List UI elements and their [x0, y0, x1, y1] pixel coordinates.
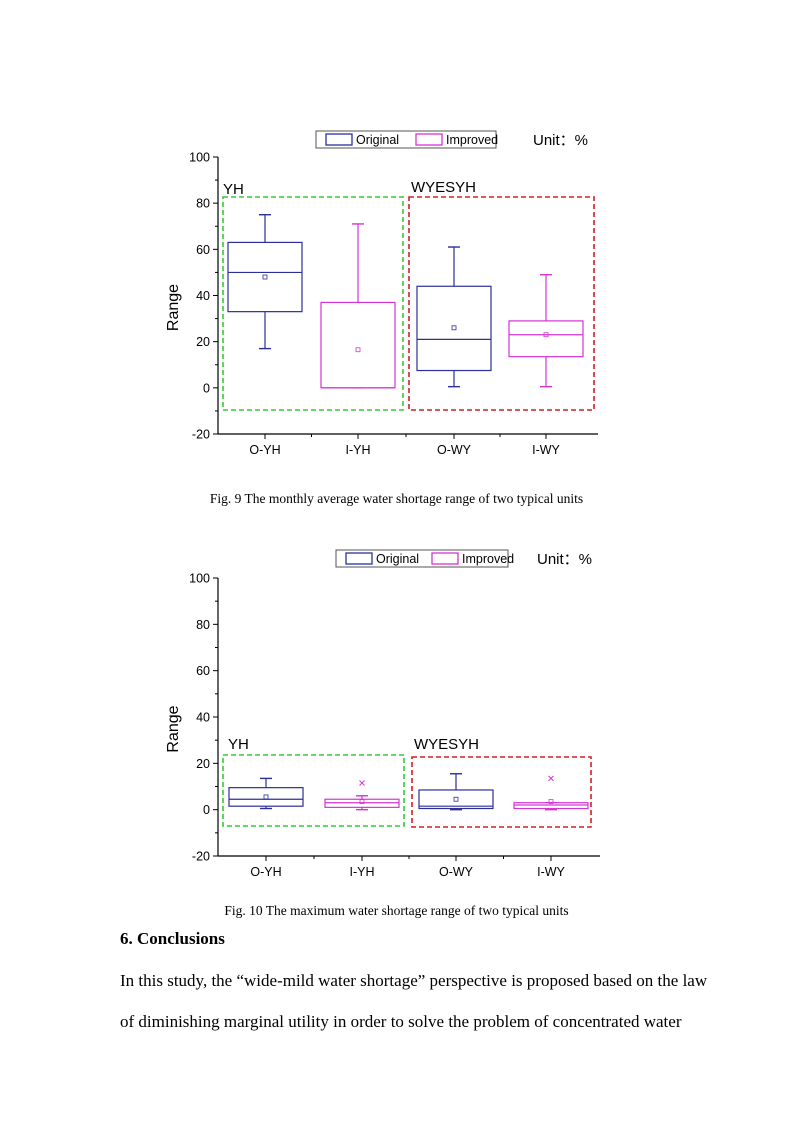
fig9-mean-marker [355, 347, 361, 353]
fig10-y-tick-label: 40 [196, 711, 210, 725]
fig9-y-tick-label: -20 [192, 428, 210, 442]
fig9-box-I-WY [508, 320, 584, 358]
fig9-y-tick-label: 0 [203, 381, 210, 395]
fig9-group-box-1 [408, 196, 595, 411]
fig10-group-box-1 [411, 756, 592, 828]
figure-10-caption: Fig. 10 The maximum water shortage range… [224, 903, 569, 918]
fig9-x-tick-label: I-YH [346, 443, 371, 457]
fig9-legend-label: Improved [446, 133, 498, 147]
fig9-legend-swatch [325, 133, 353, 146]
fig10-outlier-marker [359, 780, 365, 786]
fig9-x-tick-label: O-YH [249, 443, 280, 457]
fig9-legend-frame [315, 130, 497, 149]
fig9-y-axis-label: Range [165, 284, 182, 331]
fig9-box-I-YH [320, 301, 396, 389]
fig9-box-O-WY [416, 285, 492, 372]
fig9-mean-marker [262, 274, 268, 280]
fig9-legend-label: Original [356, 133, 399, 147]
paragraph-line-2: of diminishing marginal utility in order… [120, 1012, 682, 1031]
fig9-group-label-1: WYESYH [411, 179, 476, 196]
figure-9-caption: Fig. 9 The monthly average water shortag… [209, 491, 584, 506]
fig10-box-O-WY [418, 789, 494, 810]
fig10-group-label-1: WYESYH [414, 736, 479, 753]
fig10-group-label-0: YH [228, 736, 249, 753]
fig10-legend-label: Improved [462, 552, 514, 566]
fig9-x-tick-label: O-WY [437, 443, 472, 457]
fig9-x-tick-label: I-WY [532, 443, 560, 457]
fig10-y-tick-label: 80 [196, 618, 210, 632]
fig10-mean-marker [263, 794, 269, 800]
fig9-box-O-YH [227, 241, 303, 313]
fig10-outlier-marker [548, 775, 554, 782]
fig10-y-axis-label: Range [165, 705, 182, 752]
fig10-mean-marker [548, 799, 554, 804]
fig10-y-tick-label: 20 [196, 757, 210, 771]
fig10-mean-marker [359, 799, 365, 804]
section-heading: 6. Conclusions [120, 929, 225, 948]
paragraph-line-1: In this study, the “wide-mild water shor… [120, 971, 708, 990]
fig10-y-tick-label: 0 [203, 803, 210, 817]
fig9-y-tick-label: 20 [196, 335, 210, 349]
fig10-y-tick-label: 60 [196, 664, 210, 678]
fig10-x-tick-label: I-WY [537, 865, 565, 879]
fig9-y-tick-label: 80 [196, 197, 210, 211]
fig9-group-label-0: YH [223, 181, 244, 198]
fig9-y-tick-label: 60 [196, 243, 210, 257]
fig10-legend-swatch [345, 552, 373, 565]
fig9-mean-marker [543, 332, 549, 338]
fig9-mean-marker [451, 325, 457, 331]
fig9-group-box-0 [222, 196, 404, 411]
fig10-y-tick-label: -20 [192, 850, 210, 864]
fig10-x-tick-label: O-YH [250, 865, 281, 879]
fig9-y-tick-label: 100 [189, 151, 210, 165]
fig10-box-O-YH [228, 787, 304, 807]
fig10-mean-marker [453, 796, 459, 802]
fig10-x-tick-label: O-WY [439, 865, 474, 879]
fig10-legend-swatch [431, 552, 459, 565]
fig9-unit-label: Unit：% [533, 132, 588, 149]
fig10-y-tick-label: 100 [189, 572, 210, 586]
fig10-group-box-0 [222, 754, 405, 827]
fig10-unit-label: Unit：% [537, 551, 592, 568]
fig10-legend-frame [335, 549, 509, 568]
fig10-legend-label: Original [376, 552, 419, 566]
fig9-legend-swatch [415, 133, 443, 146]
fig9-y-tick-label: 40 [196, 289, 210, 303]
fig10-x-tick-label: I-YH [350, 865, 375, 879]
